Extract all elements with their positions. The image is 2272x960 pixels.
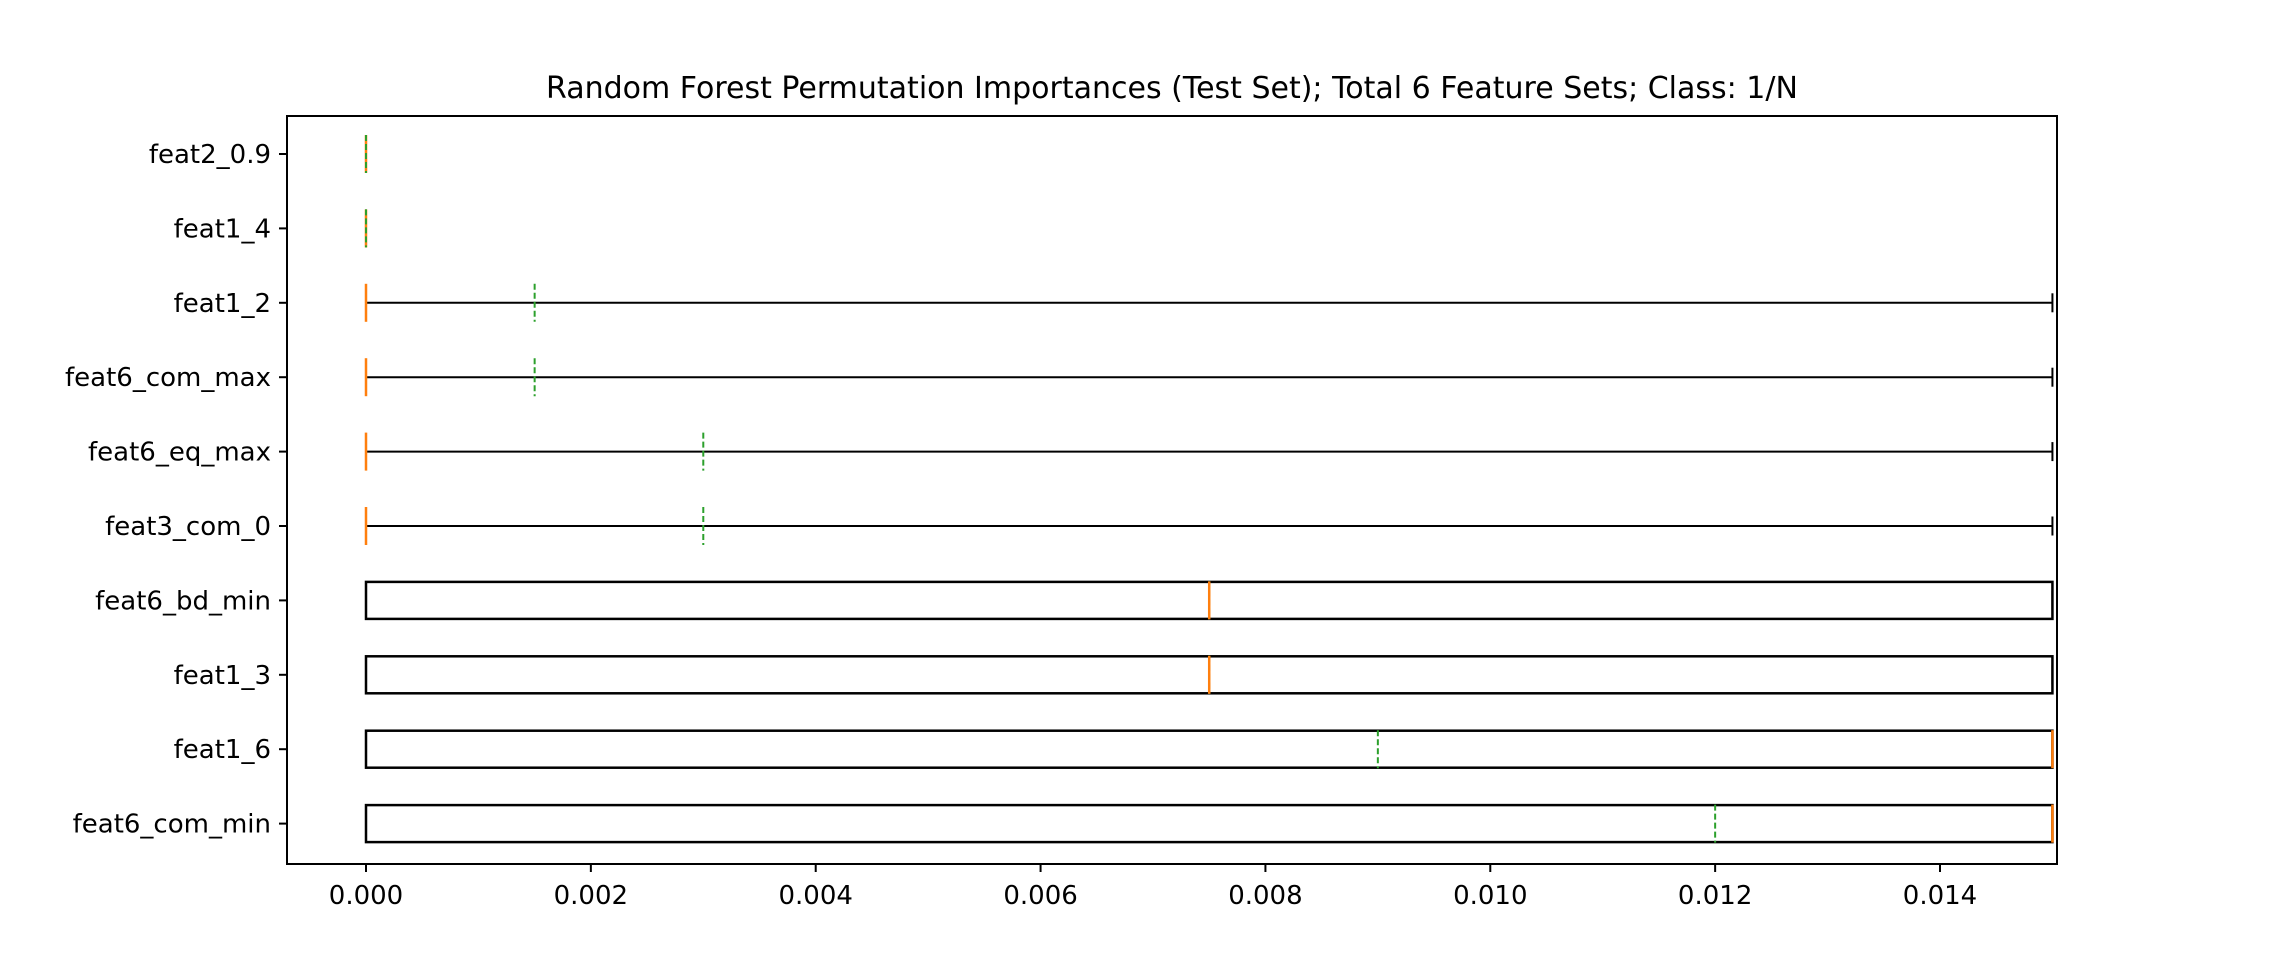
box-group	[364, 358, 2054, 397]
axes-frame	[286, 115, 2058, 865]
box-group	[364, 283, 2054, 322]
box-group	[364, 432, 2054, 471]
box-group	[364, 507, 2054, 545]
y-tick-label: feat6_bd_min	[95, 586, 271, 616]
y-tick-label: feat6_com_max	[65, 363, 271, 393]
y-tick-label: feat1_6	[174, 735, 271, 765]
x-axis: 0.000 0.002 0.004 0.006 0.008 0.010 0.012 0.014	[329, 864, 1977, 911]
chart-title: Random Forest Permutation Importances (T…	[546, 71, 1798, 106]
y-tick-label: feat1_2	[174, 289, 271, 319]
box-group	[364, 655, 2054, 695]
y-tick-label: feat3_com_0	[105, 512, 271, 542]
x-tick-label: 0.010	[1453, 881, 1527, 911]
box-group	[364, 580, 2054, 621]
y-axis: feat6_com_min feat1_6 feat1_3 feat6_bd_min f…	[65, 140, 287, 840]
x-tick-label: 0.004	[778, 881, 852, 911]
y-tick-label: feat2_0.9	[149, 140, 271, 170]
y-tick-label: feat1_3	[174, 661, 271, 691]
x-tick-label: 0.008	[1228, 881, 1302, 911]
plot-area	[364, 135, 2054, 844]
x-tick-label: 0.014	[1903, 881, 1977, 911]
y-tick-label: feat1_4	[174, 214, 271, 244]
box-group	[364, 803, 2054, 844]
box-group	[364, 729, 2054, 769]
y-tick-label: feat6_com_min	[73, 810, 271, 840]
x-tick-label: 0.002	[554, 881, 628, 911]
y-tick-label: feat6_eq_max	[88, 438, 271, 468]
x-tick-label: 0.000	[329, 881, 403, 911]
x-tick-label: 0.012	[1678, 881, 1752, 911]
x-tick-label: 0.006	[1003, 881, 1077, 911]
